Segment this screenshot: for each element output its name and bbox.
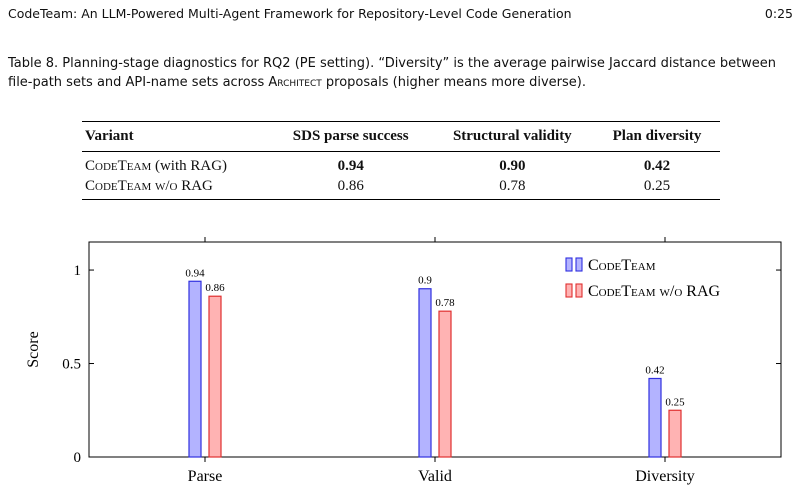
- col-variant: Variant: [82, 122, 271, 152]
- legend-swatch: [576, 258, 582, 271]
- value-cell: 0.42: [594, 152, 720, 177]
- x-tick-label: Valid: [418, 468, 452, 485]
- col-plan-diversity: Plan diversity: [594, 122, 720, 152]
- bar: [649, 378, 661, 457]
- data-label: 0.25: [665, 396, 685, 408]
- caption-architect: Architect: [268, 75, 321, 90]
- legend-swatch: [576, 284, 582, 297]
- legend-swatch: [566, 284, 572, 297]
- y-tick-label: 0.5: [62, 357, 81, 373]
- variant-name: CodeTeam: [85, 178, 151, 194]
- bar: [419, 289, 431, 457]
- data-label: 0.42: [645, 364, 664, 376]
- page-number: 0:25: [765, 6, 793, 21]
- table-row: CodeTeam w/o RAG 0.86 0.78 0.25: [82, 176, 720, 200]
- col-sds-parse: SDS parse success: [271, 122, 431, 152]
- value-cell: 0.25: [594, 176, 720, 200]
- bar-chart: 0 0.5 1 Score Parse Valid Diversity 0.94 0.9 0.42…: [0, 230, 801, 497]
- value-cell: 0.94: [271, 152, 431, 177]
- bar: [669, 410, 681, 457]
- x-tick-label: Diversity: [635, 468, 695, 485]
- legend-label: CodeTeam w/o RAG: [588, 283, 720, 300]
- value-cell: 0.86: [271, 176, 431, 200]
- y-axis-label: Score: [25, 331, 42, 367]
- data-label: 0.86: [205, 282, 225, 294]
- diagnostics-table: Variant SDS parse success Structural val…: [82, 121, 720, 200]
- table-header-row: Variant SDS parse success Structural val…: [82, 122, 720, 152]
- variant-suffix: (with RAG): [155, 158, 227, 174]
- value-cell: 0.90: [431, 152, 594, 177]
- bar: [439, 311, 451, 457]
- caption-label: Table 8.: [8, 56, 58, 71]
- x-tick-label: Parse: [188, 468, 223, 485]
- table-row: CodeTeam (with RAG) 0.94 0.90 0.42: [82, 152, 720, 177]
- variant-name: CodeTeam: [85, 158, 151, 174]
- variant-cell: CodeTeam w/o RAG: [82, 176, 271, 200]
- variant-cell: CodeTeam (with RAG): [82, 152, 271, 177]
- y-tick-label: 0: [74, 450, 82, 466]
- y-tick-label: 1: [74, 263, 82, 279]
- data-label: 0.94: [185, 267, 205, 279]
- caption-text-after: proposals (higher means more diverse).: [326, 75, 586, 90]
- legend-label: CodeTeam: [588, 257, 656, 274]
- table-caption: Table 8. Planning-stage diagnostics for …: [8, 54, 793, 92]
- running-header: CodeTeam: An LLM-Powered Multi-Agent Fra…: [8, 6, 793, 24]
- bar: [189, 281, 201, 457]
- bar: [209, 296, 221, 457]
- data-label: 0.78: [435, 297, 455, 309]
- legend-swatch: [566, 258, 572, 271]
- data-label: 0.9: [418, 275, 432, 287]
- running-title: CodeTeam: An LLM-Powered Multi-Agent Fra…: [8, 6, 572, 21]
- value-cell: 0.78: [431, 176, 594, 200]
- col-structural-validity: Structural validity: [431, 122, 594, 152]
- variant-suffix: w/o RAG: [155, 178, 213, 194]
